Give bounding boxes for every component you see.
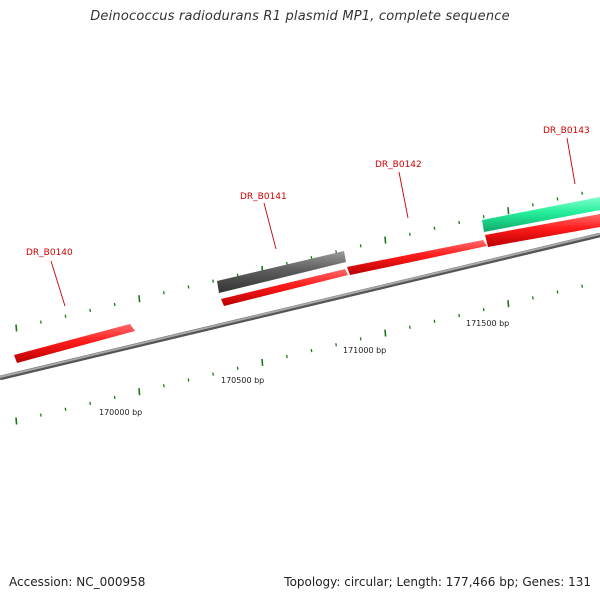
accession-text: Accession: NC_000958 (9, 575, 146, 589)
gene-label-dr-b0140[interactable]: DR_B0140 (26, 248, 73, 258)
tick-mark-upper (335, 250, 338, 254)
tick-mark-lower (335, 343, 338, 347)
tick-mark-upper (359, 244, 362, 248)
tick-mark-lower (384, 329, 387, 337)
tick-mark-lower (64, 407, 67, 411)
tick-mark-upper (482, 214, 485, 219)
gene-arrow-dr-b0141[interactable] (221, 269, 348, 306)
tick-mark-upper (113, 302, 116, 307)
tick-mark-upper (138, 295, 141, 303)
tick-mark-lower (89, 401, 92, 406)
tick-mark-lower (187, 378, 190, 382)
tick-mark-upper (15, 324, 18, 332)
leader-line-dr-b0140 (50, 260, 66, 307)
tick-mark-upper (39, 320, 42, 324)
tick-mark-upper (187, 285, 190, 289)
tick-mark-upper (556, 197, 559, 201)
tick-mark-lower (261, 358, 264, 366)
tick-mark-upper (531, 203, 534, 207)
tick-mark-upper (64, 314, 67, 318)
tick-mark-lower (433, 319, 436, 323)
tick-mark-upper (212, 279, 215, 283)
gene-arrow-dr-b0143[interactable] (485, 214, 600, 247)
tick-mark-lower (113, 395, 116, 400)
gene-arrow-dr-b0142[interactable] (347, 240, 487, 275)
tick-mark-upper (89, 308, 92, 313)
map-title: Deinococcus radiodurans R1 plasmid MP1, … (90, 9, 510, 24)
tick-row-lower (15, 284, 584, 425)
gene-block-dr-b0141-gray[interactable] (217, 251, 346, 293)
tick-mark-upper (507, 207, 510, 215)
gene-label-dr-b0141[interactable]: DR_B0141 (240, 192, 287, 202)
tick-mark-lower (556, 290, 559, 294)
leader-line-dr-b0143 (566, 137, 576, 185)
tick-mark-lower (162, 384, 165, 388)
tick-mark-lower (482, 307, 485, 312)
scale-label-171000: 171000 bp (343, 346, 386, 355)
scale-label-171500: 171500 bp (466, 319, 509, 328)
gene-arrow-dr-b0140[interactable] (14, 324, 135, 363)
tick-mark-lower (212, 372, 215, 376)
tick-mark-upper (310, 255, 313, 260)
tick-mark-lower (236, 366, 239, 370)
tick-mark-lower (310, 348, 313, 353)
tick-mark-lower (285, 354, 288, 359)
tick-mark-lower (408, 325, 411, 329)
tick-mark-lower (458, 313, 461, 318)
tick-mark-lower (507, 300, 510, 308)
tick-mark-upper (458, 220, 461, 225)
tick-mark-upper (384, 236, 387, 244)
tick-mark-lower (359, 337, 362, 341)
scale-label-170500: 170500 bp (221, 376, 264, 385)
tick-mark-upper (162, 291, 165, 295)
tick-mark-upper (581, 191, 584, 195)
summary-text: Topology: circular; Length: 177,466 bp; … (284, 575, 591, 589)
leader-line-dr-b0142 (398, 171, 409, 219)
leader-line-dr-b0141 (263, 202, 277, 250)
tick-mark-lower (581, 284, 584, 288)
sequence-backbone (0, 233, 600, 378)
gene-block-dr-b0143-green[interactable] (482, 197, 600, 232)
tick-mark-upper (433, 226, 436, 230)
tick-mark-lower (39, 413, 42, 417)
gene-label-dr-b0143[interactable]: DR_B0143 (543, 126, 590, 136)
gene-label-dr-b0142[interactable]: DR_B0142 (375, 160, 422, 170)
tick-mark-upper (408, 232, 411, 236)
tick-mark-lower (138, 388, 141, 396)
tick-mark-lower (15, 417, 18, 425)
scale-label-170000: 170000 bp (99, 408, 142, 417)
tick-mark-lower (531, 296, 534, 300)
